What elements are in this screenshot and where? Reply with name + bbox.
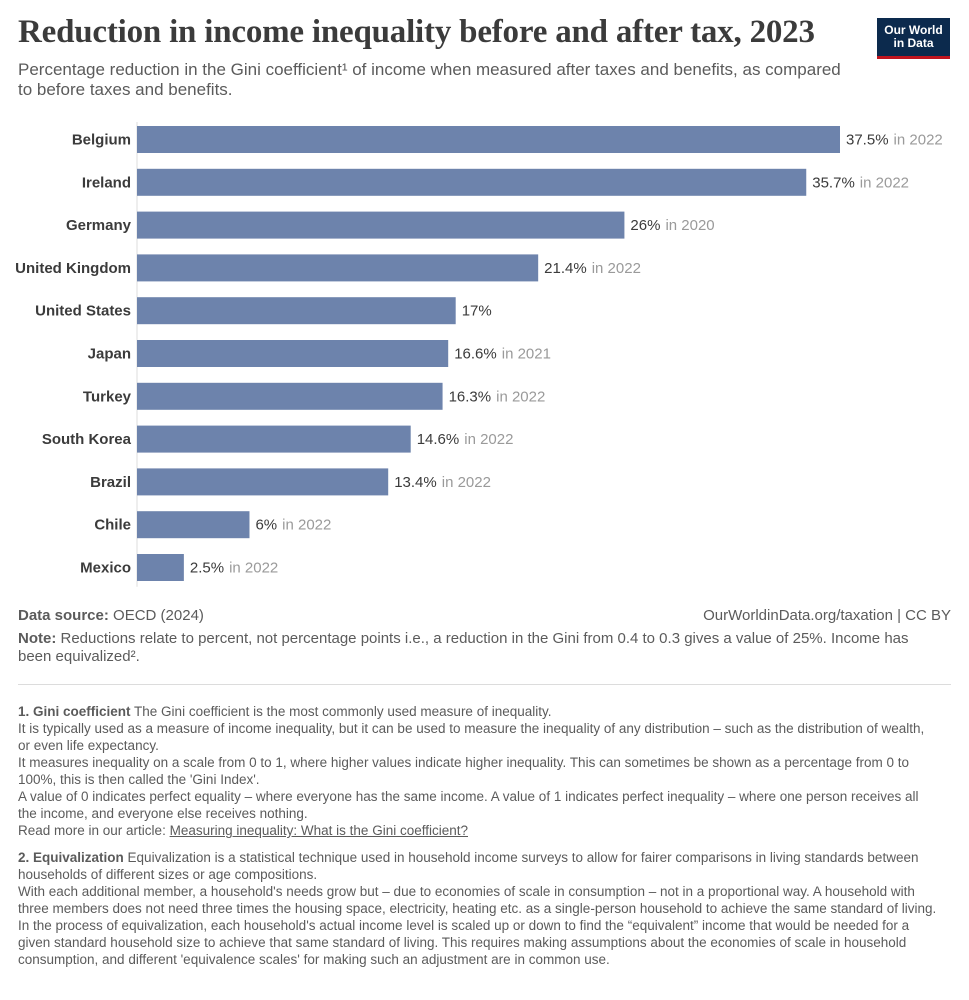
value-number: 16.3% [449, 388, 492, 405]
value-label: 2.5% in 2022 [190, 560, 278, 577]
year-label: in 2022 [464, 431, 513, 448]
value-number: 17% [462, 303, 492, 320]
value-number: 35.7% [812, 174, 855, 191]
value-label: 21.4% in 2022 [544, 260, 641, 277]
year-label: in 2021 [502, 346, 551, 363]
footnote-equiv-lead: Equivalization is a statistical techniqu… [18, 850, 919, 882]
category-label: Japan [88, 346, 131, 363]
footnote-divider [18, 684, 951, 685]
footnote-gini-label: 1. Gini coefficient [18, 704, 131, 719]
bar[interactable] [137, 126, 840, 153]
value-label: 26% in 2020 [630, 217, 714, 234]
year-label: in 2022 [496, 388, 545, 405]
year-label: in 2022 [592, 260, 641, 277]
year-label: in 2022 [860, 174, 909, 191]
logo-line-2: in Data [893, 36, 934, 50]
footnote-equivalization: 2. Equivalization Equivalization is a st… [18, 849, 938, 968]
note: Note: Reductions relate to percent, not … [18, 630, 938, 666]
data-source: Data source: OECD (2024) [18, 607, 204, 624]
category-label: South Korea [42, 431, 132, 448]
bar-chart: Belgium 37.5% in 2022 Ireland 35.7% in 2022 Ge… [15, 122, 943, 587]
footnote-gini-lead: The Gini coefficient is the most commonl… [134, 704, 552, 719]
bar[interactable] [137, 468, 389, 496]
bar[interactable] [137, 340, 449, 367]
year-label: in 2022 [894, 132, 943, 149]
footnote-equiv-p2: In the process of equivalization, each h… [18, 918, 910, 967]
bar[interactable] [137, 211, 625, 239]
year-label: in 2022 [229, 560, 278, 577]
value-number: 37.5% [846, 132, 889, 149]
year-label: in 2022 [442, 474, 491, 491]
year-label: in 2022 [282, 517, 331, 534]
footnote-gini-p3: A value of 0 indicates perfect equality … [18, 789, 919, 821]
bar[interactable] [137, 382, 443, 410]
category-label: United States [35, 303, 131, 320]
category-label: Brazil [90, 474, 131, 491]
bar[interactable] [137, 254, 539, 282]
data-source-value[interactable]: OECD (2024) [113, 607, 204, 624]
value-number: 14.6% [417, 431, 460, 448]
gini-article-link[interactable]: Measuring inequality: What is the Gini c… [169, 823, 468, 838]
value-number: 6% [255, 517, 277, 534]
read-more-text: Read more in our article: [18, 823, 166, 838]
category-label: Ireland [82, 174, 131, 191]
footnote-gini-p2: It measures inequality on a scale from 0… [18, 755, 909, 787]
bar[interactable] [137, 554, 184, 581]
value-label: 35.7% in 2022 [812, 174, 909, 191]
logo-line-1: Our World [884, 23, 943, 37]
value-label: 13.4% in 2022 [394, 474, 491, 491]
category-label: Turkey [83, 388, 132, 405]
source-row: Data source: OECD (2024) OurWorldinData.… [18, 607, 951, 624]
chart-subtitle: Percentage reduction in the Gini coeffic… [18, 60, 841, 99]
bar[interactable] [137, 511, 250, 539]
value-number: 2.5% [190, 560, 224, 577]
category-label: United Kingdom [15, 260, 131, 277]
note-label: Note: [18, 630, 57, 647]
value-label: 16.6% in 2021 [454, 346, 551, 363]
footnote-equiv-label: 2. Equivalization [18, 850, 124, 865]
value-label: 17% [462, 303, 492, 320]
value-number: 16.6% [454, 346, 497, 363]
value-label: 37.5% in 2022 [846, 132, 943, 149]
bar[interactable] [137, 425, 411, 453]
value-label: 6% in 2022 [255, 517, 331, 534]
chart-title: Reduction in income inequality before an… [18, 14, 815, 50]
value-label: 14.6% in 2022 [417, 431, 514, 448]
footnote-equiv-p1: With each additional member, a household… [18, 884, 937, 916]
note-text: Reductions relate to percent, not percen… [18, 630, 909, 665]
value-number: 13.4% [394, 474, 437, 491]
footnote-gini-p1: It is typically used as a measure of inc… [18, 721, 925, 753]
category-label: Germany [66, 217, 132, 234]
footnote-gini: 1. Gini coefficient The Gini coefficient… [18, 703, 938, 839]
footnotes: 1. Gini coefficient The Gini coefficient… [18, 703, 938, 978]
category-label: Chile [94, 517, 131, 534]
data-source-label: Data source: [18, 607, 109, 624]
license-link[interactable]: OurWorldinData.org/taxation | CC BY [703, 607, 951, 624]
owid-logo[interactable]: Our World in Data [877, 18, 950, 59]
bar[interactable] [137, 168, 807, 196]
category-label: Belgium [72, 132, 131, 149]
bar[interactable] [137, 297, 456, 325]
year-label: in 2020 [665, 217, 714, 234]
value-label: 16.3% in 2022 [449, 388, 546, 405]
value-number: 21.4% [544, 260, 587, 277]
category-label: Mexico [80, 560, 131, 577]
value-number: 26% [630, 217, 660, 234]
